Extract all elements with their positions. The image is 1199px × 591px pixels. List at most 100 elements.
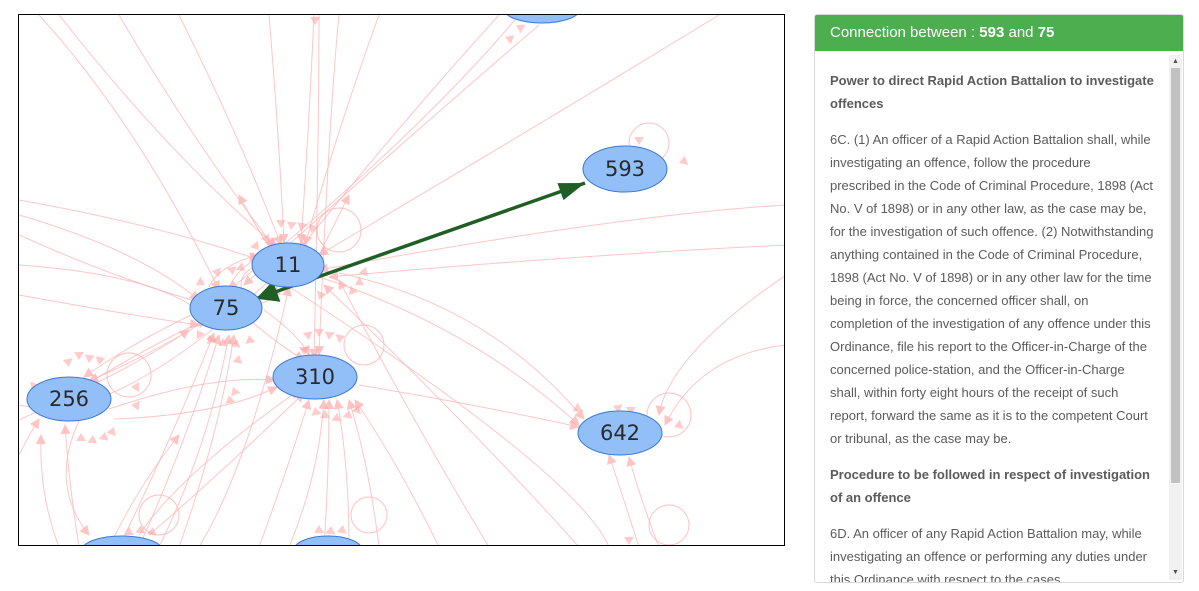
self-loop-edge[interactable] xyxy=(350,496,388,534)
graph-edge[interactable] xyxy=(179,334,238,546)
graph-edge[interactable] xyxy=(199,286,292,546)
graph-node-shape[interactable] xyxy=(577,410,663,456)
self-loop-edge[interactable] xyxy=(106,352,152,398)
edge-arrowhead-icon xyxy=(302,331,313,340)
graph-node-shape[interactable] xyxy=(272,354,358,400)
graph-edge[interactable] xyxy=(318,15,720,256)
edge-arrowhead-icon xyxy=(299,347,309,355)
edge-arrowhead-icon xyxy=(679,155,689,165)
graph-edge[interactable] xyxy=(138,389,300,536)
self-loop-edge[interactable] xyxy=(316,207,362,253)
graph-edge[interactable] xyxy=(119,332,216,546)
graph-edge[interactable] xyxy=(318,194,350,256)
graph-node[interactable]: 256 xyxy=(26,376,112,422)
graph-node-label: 310 xyxy=(295,365,335,389)
graph-edge[interactable] xyxy=(346,399,380,546)
graph-edge[interactable] xyxy=(607,454,639,546)
graph-edge[interactable] xyxy=(302,15,380,246)
graph-edge[interactable] xyxy=(19,294,200,329)
graph-node-shape[interactable] xyxy=(504,15,580,24)
graph-edge[interactable] xyxy=(108,374,276,410)
graph-edge[interactable] xyxy=(208,252,260,288)
graph-edge[interactable] xyxy=(19,234,210,308)
edge-arrowhead-icon xyxy=(62,358,73,367)
graph-node-shape[interactable] xyxy=(82,535,162,546)
graph-edge[interactable] xyxy=(296,15,315,244)
graph-node[interactable]: 642 xyxy=(577,410,663,456)
graph-node-shape[interactable] xyxy=(251,242,325,288)
graph-edge[interactable] xyxy=(655,275,785,416)
graph-edge[interactable] xyxy=(60,424,80,546)
graph-node[interactable]: 75 xyxy=(189,285,263,331)
panel-body[interactable]: Power to direct Rapid Action Battalion t… xyxy=(815,51,1169,582)
graph-edge[interactable] xyxy=(263,309,310,356)
edge-arrowhead-icon xyxy=(612,404,623,413)
graph-edge[interactable] xyxy=(289,399,329,546)
graph-node[interactable] xyxy=(504,15,580,24)
graph-edge[interactable] xyxy=(338,272,585,420)
graph-node[interactable] xyxy=(82,535,162,546)
graph-edge[interactable] xyxy=(238,194,270,248)
graph-edge[interactable] xyxy=(178,15,283,246)
scroll-thumb[interactable] xyxy=(1171,68,1180,483)
self-loop-edge[interactable] xyxy=(646,392,692,438)
graph-edge[interactable] xyxy=(65,420,90,536)
graph-node[interactable]: 310 xyxy=(272,354,358,400)
graph-edge[interactable] xyxy=(318,204,785,274)
graph-edge[interactable] xyxy=(19,199,260,262)
self-loop-edge[interactable] xyxy=(648,504,690,545)
graph-edge[interactable] xyxy=(250,320,305,361)
graph-edge[interactable] xyxy=(19,214,200,301)
graph-node[interactable]: 593 xyxy=(582,145,668,193)
edge-arrowhead-icon xyxy=(324,331,335,340)
graph-edge[interactable] xyxy=(323,399,334,546)
edge-arrowhead-icon xyxy=(674,419,684,429)
self-loop-edge[interactable] xyxy=(343,324,385,366)
graph-edge[interactable] xyxy=(318,276,580,426)
graph-edge[interactable] xyxy=(113,386,278,420)
graph-edge[interactable] xyxy=(664,344,785,426)
edge-arrowhead-icon xyxy=(74,352,84,360)
graph-node-shape[interactable] xyxy=(294,535,362,546)
graph-edge[interactable] xyxy=(358,384,580,430)
graph-edge[interactable] xyxy=(159,334,233,546)
graph-edge[interactable] xyxy=(259,399,312,546)
graph-canvas[interactable]: 593 11 75 310 256 642 xyxy=(18,14,785,546)
graph-edge[interactable] xyxy=(19,264,205,316)
graph-edge[interactable] xyxy=(309,15,320,359)
graph-edge[interactable] xyxy=(148,392,305,536)
graph-edge[interactable] xyxy=(58,15,278,248)
graph-node[interactable]: 11 xyxy=(251,242,325,288)
graph-edge[interactable] xyxy=(35,434,59,546)
graph-node-shape[interactable] xyxy=(582,145,668,193)
section-title: Power to direct Rapid Action Battalion t… xyxy=(830,73,1154,111)
graph-edge[interactable] xyxy=(83,314,192,378)
graph-edge[interactable] xyxy=(338,279,489,546)
graph-edge[interactable] xyxy=(314,15,340,356)
self-loop-edge[interactable] xyxy=(138,494,180,536)
section-title: Procedure to be followed in respect of i… xyxy=(830,467,1150,505)
scroll-up-arrow-icon[interactable]: ▲ xyxy=(1172,58,1179,65)
edge-arrowhead-icon xyxy=(250,240,259,250)
graph-edge[interactable] xyxy=(323,284,579,546)
network-graph[interactable]: 593 11 75 310 256 642 xyxy=(19,15,785,546)
graph-node-shape[interactable] xyxy=(26,376,112,422)
graph-edge[interactable] xyxy=(333,399,350,546)
graph-edge[interactable] xyxy=(38,15,220,291)
graph-edge[interactable] xyxy=(118,15,275,248)
scroll-down-arrow-icon[interactable]: ▼ xyxy=(1172,569,1179,576)
graph-node[interactable] xyxy=(294,535,362,546)
panel-scrollbar[interactable]: ▲ ▼ xyxy=(1169,55,1182,580)
graph-edge[interactable] xyxy=(19,418,40,456)
connection-panel: Connection between : 593 and 75 Power to… xyxy=(814,14,1184,583)
graph-edge[interactable] xyxy=(298,15,500,251)
edge-arrowhead-icon xyxy=(335,334,346,343)
graph-edge[interactable] xyxy=(626,456,659,546)
graph-edge[interactable] xyxy=(328,244,785,282)
graph-edge[interactable] xyxy=(278,279,609,546)
graph-edge[interactable] xyxy=(354,399,439,546)
graph-edge[interactable] xyxy=(268,15,289,244)
graph-node-shape[interactable] xyxy=(189,285,263,331)
edge-arrowhead-icon xyxy=(84,354,95,363)
graph-edge[interactable] xyxy=(109,434,180,546)
